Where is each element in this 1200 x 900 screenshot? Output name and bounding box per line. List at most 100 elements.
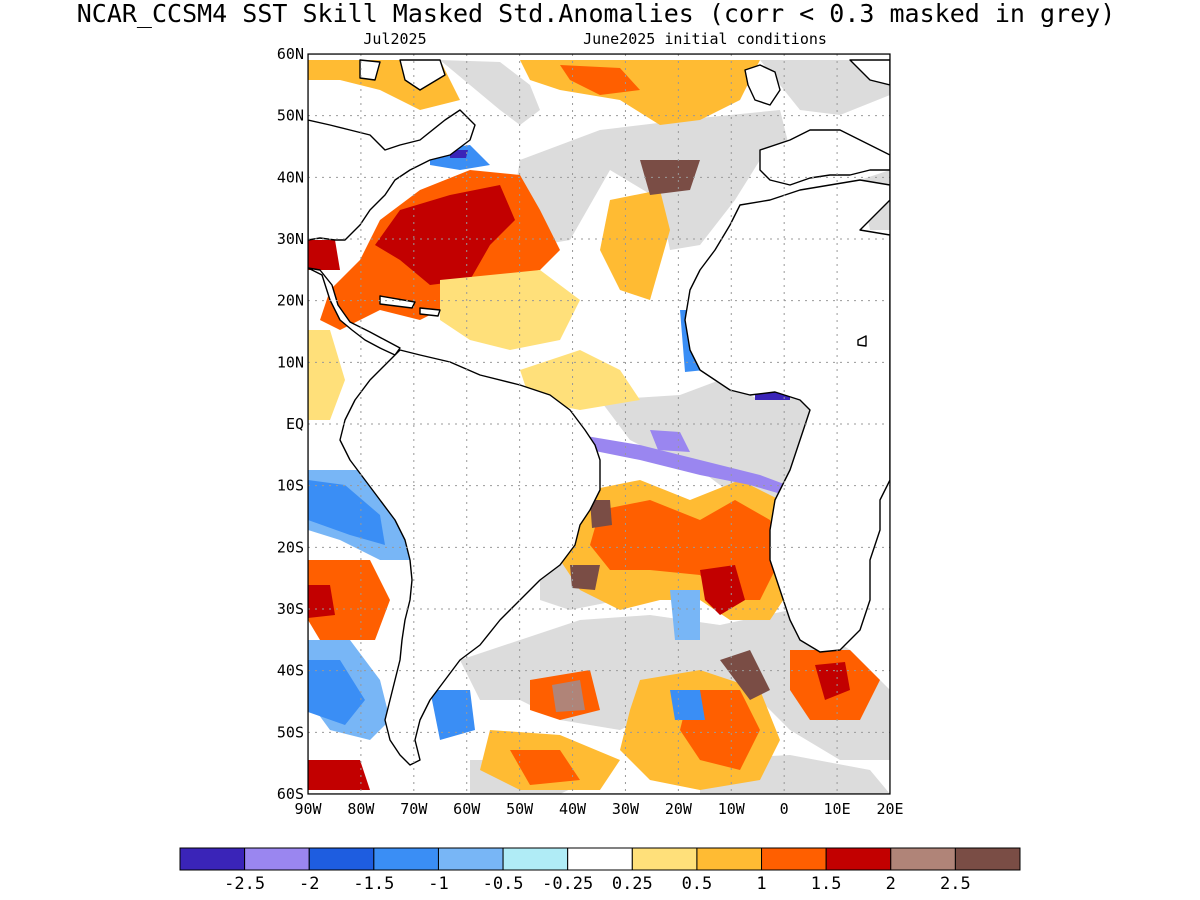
equatorial-cool-blob xyxy=(650,430,690,452)
labrador-island xyxy=(359,59,381,81)
colorbar-swatch xyxy=(761,847,827,871)
tropical-atlantic-mild xyxy=(440,270,580,350)
lat-tick-label: 60S xyxy=(277,785,304,803)
valid-month-label: Jul2025 xyxy=(363,30,426,48)
mask-northeast xyxy=(760,60,890,115)
lat-tick-label: EQ xyxy=(286,415,304,433)
pacific-warm-strip xyxy=(308,330,345,420)
north-america xyxy=(308,109,476,241)
southwest-warm-core xyxy=(308,760,370,790)
colorbar-swatch xyxy=(696,847,763,871)
north-atlantic-warm-core xyxy=(375,185,515,285)
warm-gulf-mexico xyxy=(308,240,340,270)
pacific-south-warm xyxy=(308,560,390,640)
colorbar-label: -0.25 xyxy=(542,874,593,894)
map-grid xyxy=(308,54,890,794)
british-isles xyxy=(744,64,781,106)
colorbar-label: 2 xyxy=(886,874,896,894)
colorbar-swatch xyxy=(308,847,375,871)
pacific-south-warm-core xyxy=(308,585,335,618)
warm-azores xyxy=(600,190,670,300)
scandinavia xyxy=(849,59,890,86)
map-panel xyxy=(308,54,890,794)
colorbar-label: -1.5 xyxy=(353,874,394,894)
cuba xyxy=(379,295,416,309)
colorbar-label: 2.5 xyxy=(940,874,971,894)
lat-tick-label: 40N xyxy=(277,168,304,186)
colorbar-swatch xyxy=(437,847,504,871)
lat-tick-label: 10S xyxy=(277,477,304,495)
pacific-cool-south xyxy=(308,660,365,725)
lat-tick-label: 40S xyxy=(277,662,304,680)
map-border xyxy=(307,53,891,795)
colorbar-swatch xyxy=(954,847,1021,871)
lat-tick-label: 30N xyxy=(277,230,304,248)
lon-tick-label: 80W xyxy=(347,800,375,818)
lon-tick-label: 40W xyxy=(559,800,587,818)
southeast-warm-core xyxy=(815,662,850,700)
brown-patch-south xyxy=(590,500,612,528)
hispaniola xyxy=(419,307,441,317)
warm-anomalies xyxy=(308,60,880,790)
colorbar: -2.5 -2 -1.5 -1 -0.5 -0.25 0.25 0.5 1 1.5 2 2.5 xyxy=(179,847,1021,894)
greenland-tip xyxy=(399,59,446,91)
mid-south-warm-core xyxy=(552,680,585,712)
colorbar-swatch xyxy=(825,847,892,871)
lat-tick-label: 50S xyxy=(277,723,304,741)
colorbar-swatch xyxy=(631,847,698,871)
lon-tick-label: 20E xyxy=(876,800,903,818)
figure-title: NCAR_CCSM4 SST Skill Masked Std.Anomalie… xyxy=(77,0,1116,28)
lon-tick-label: 10E xyxy=(824,800,851,818)
brown-patch-north xyxy=(640,160,700,195)
longitude-labels: 90W 80W 70W 60W 50W 40W 30W 20W 10W 0 10E 20E xyxy=(294,800,903,818)
colorbar-swatch xyxy=(244,847,310,871)
colorbar-label: -1 xyxy=(428,874,448,894)
drake-warm-core xyxy=(510,750,580,785)
initial-conditions-label: June2025 initial conditions xyxy=(583,30,827,48)
europe xyxy=(759,129,890,186)
land xyxy=(308,59,890,766)
small-island xyxy=(857,335,867,347)
lon-tick-label: 70W xyxy=(400,800,428,818)
latitude-labels: 60N 50N 40N 30N 20N 10N EQ 10S 20S 30S 40S 50S 60S xyxy=(277,45,304,803)
colorbar-swatch xyxy=(567,847,633,871)
lat-tick-label: 10N xyxy=(277,353,304,371)
central-america xyxy=(308,267,401,356)
lat-tick-label: 30S xyxy=(277,600,304,618)
equatorial-cool-tongue xyxy=(580,435,800,498)
colorbar-label: -2.5 xyxy=(224,874,265,894)
lat-tick-label: 20S xyxy=(277,538,304,556)
south-america xyxy=(339,349,601,766)
colorbar-label: 0.5 xyxy=(682,874,713,894)
patagonia-cool xyxy=(430,690,475,740)
pacific-cool-tongue xyxy=(308,480,385,545)
colorbar-label: 1 xyxy=(756,874,766,894)
colorbar-swatch xyxy=(890,847,956,871)
brown-patch-south-2 xyxy=(570,565,600,590)
lon-tick-label: 10W xyxy=(718,800,746,818)
lon-tick-label: 0 xyxy=(780,800,789,818)
colorbar-swatch xyxy=(502,847,569,871)
lon-tick-label: 60W xyxy=(453,800,481,818)
brown-patch-southern xyxy=(720,650,770,700)
colorbar-label: 1.5 xyxy=(811,874,842,894)
lat-tick-label: 50N xyxy=(277,107,304,125)
lat-tick-label: 20N xyxy=(277,292,304,310)
lon-tick-label: 20W xyxy=(665,800,693,818)
southern-cool-patch xyxy=(670,690,705,720)
south-cool-patch xyxy=(670,590,700,640)
lon-tick-label: 90W xyxy=(294,800,322,818)
warm-north-patch xyxy=(560,65,640,95)
south-atlantic-warm-core xyxy=(700,565,745,615)
africa xyxy=(684,179,890,653)
colorbar-label: -2 xyxy=(299,874,319,894)
colorbar-label: -0.5 xyxy=(483,874,524,894)
colorbar-swatch xyxy=(373,847,439,871)
colorbar-label: 0.25 xyxy=(612,874,653,894)
lat-tick-label: 60N xyxy=(277,45,304,63)
colorbar-swatch xyxy=(179,847,246,871)
lon-tick-label: 50W xyxy=(506,800,534,818)
mask-labrador xyxy=(440,60,540,125)
